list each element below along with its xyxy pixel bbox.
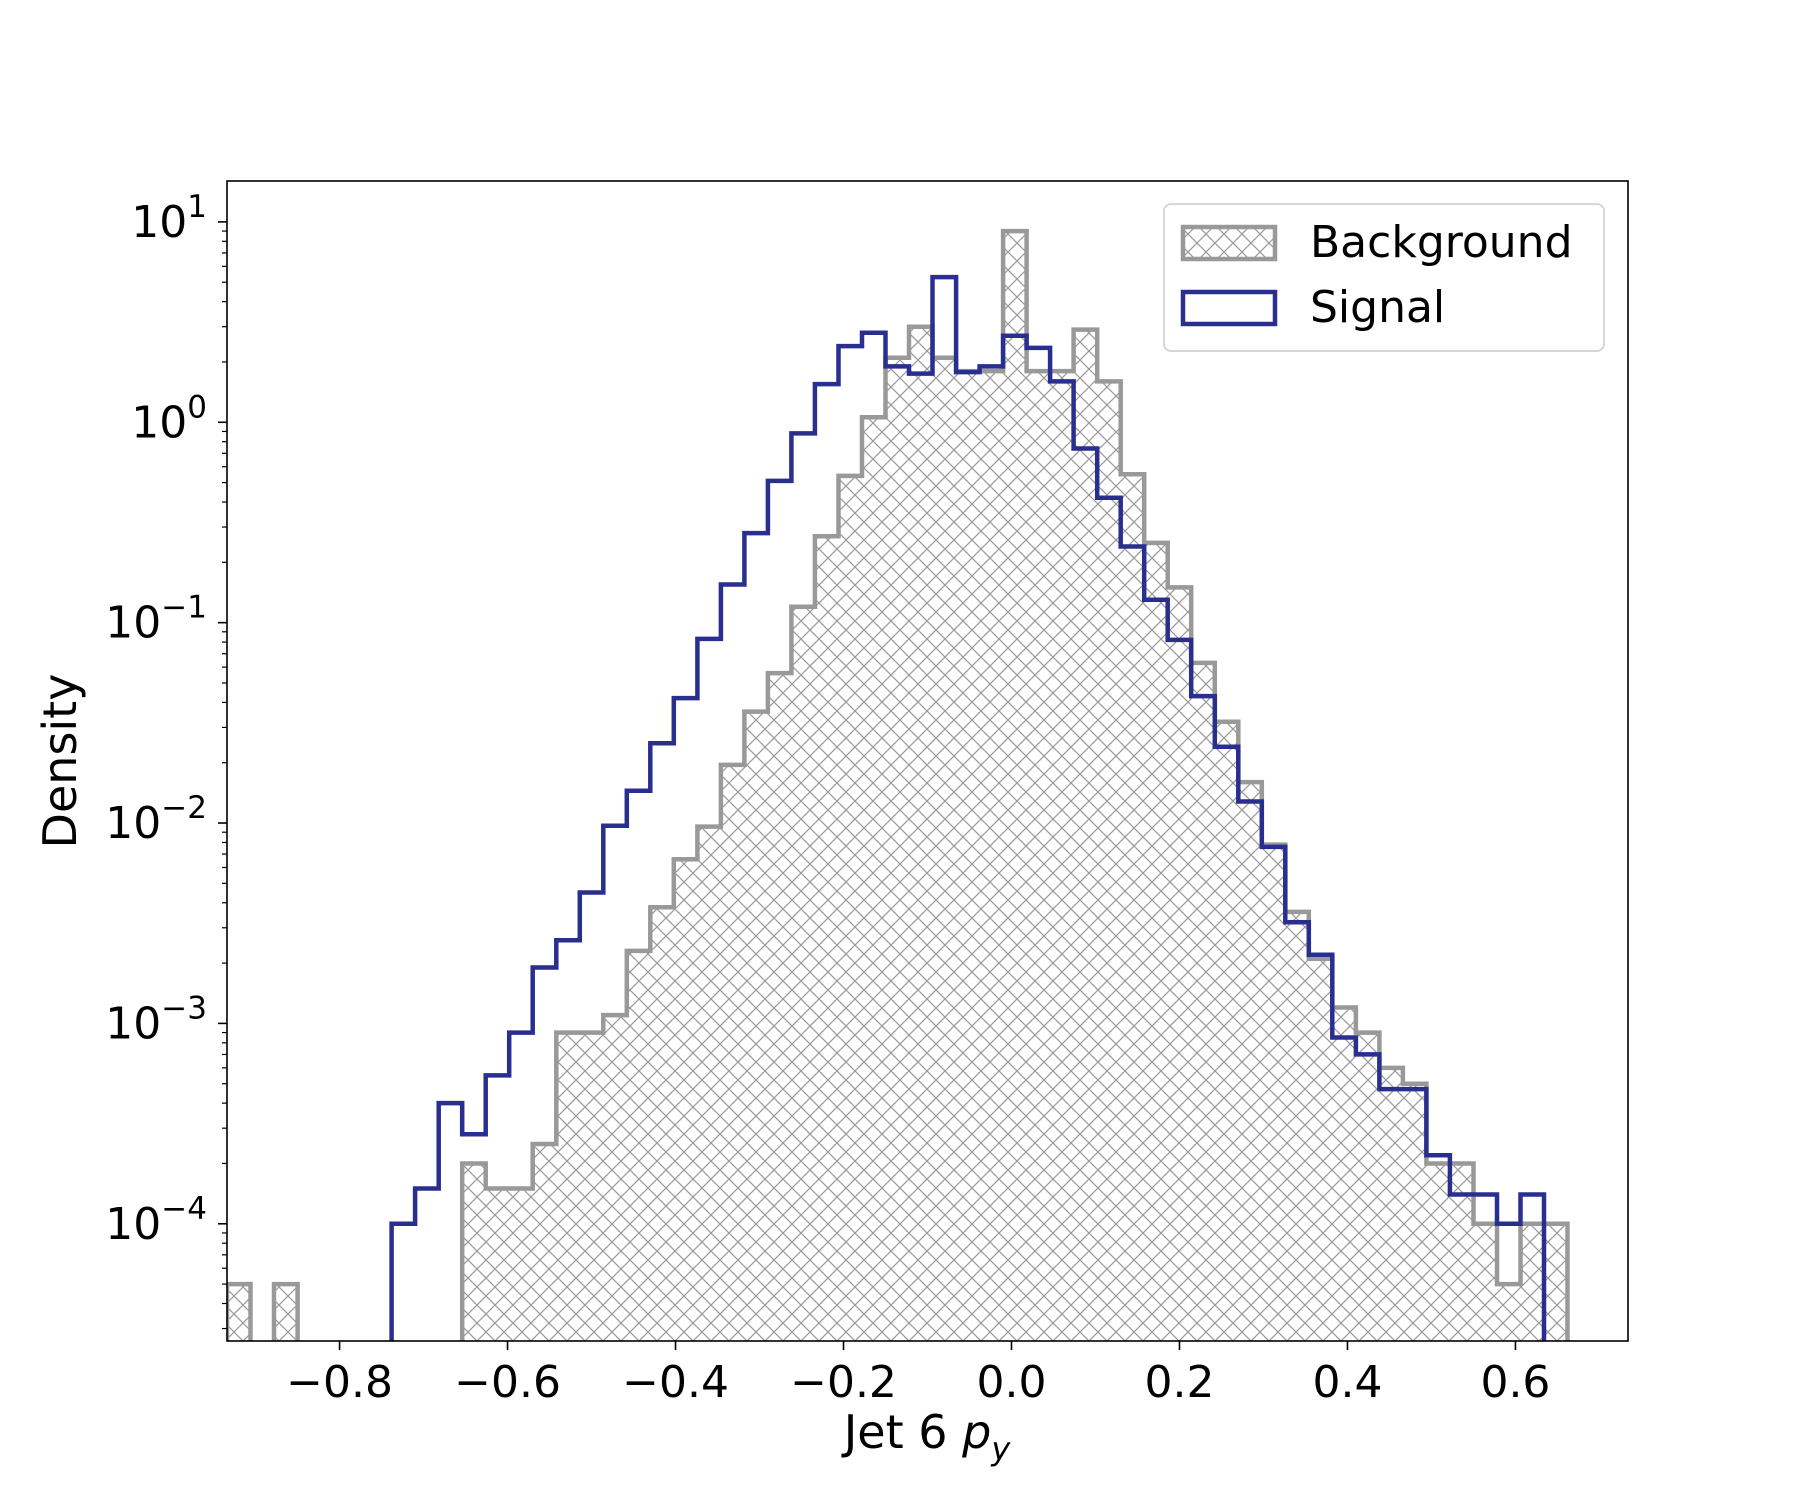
x-tick-label: 0.2 [1144,1357,1214,1408]
legend: Background Signal [1163,203,1605,352]
y-tick-label: 10−2 [105,790,207,849]
y-axis-label: Density [33,674,87,849]
series-background-outline [227,228,1570,1341]
y-tick-label: 10−4 [105,1191,207,1250]
y-tick-label: 101 [131,189,207,248]
x-tick-label: −0.6 [454,1357,561,1408]
series-signal-line [389,274,1547,1341]
axes: −0.8 −0.6 −0.4 −0.2 0.0 0.2 0.4 0.6 101 100 10−1 10… [105,180,1629,1408]
plot-area [227,228,1570,1341]
y-tick-label: 100 [131,389,207,448]
x-axis-label: Jet 6 py [841,1405,1012,1468]
x-tick-label: −0.4 [622,1357,729,1408]
x-tick-label: 0.0 [977,1357,1047,1408]
legend-label-background: Background [1310,217,1573,268]
y-tick-label: 10−3 [105,990,207,1049]
x-tick-label: −0.8 [286,1357,393,1408]
legend-swatch-signal [1180,289,1278,327]
legend-label-signal: Signal [1310,282,1445,333]
x-tick-label: −0.2 [790,1357,897,1408]
y-tick-label: 10−1 [105,590,207,649]
x-tick-label: 0.4 [1312,1357,1382,1408]
legend-swatch-background [1180,224,1278,262]
x-tick-label: 0.6 [1480,1357,1550,1408]
series-background-fill [227,231,1568,1341]
plot-frame [226,180,1629,1342]
